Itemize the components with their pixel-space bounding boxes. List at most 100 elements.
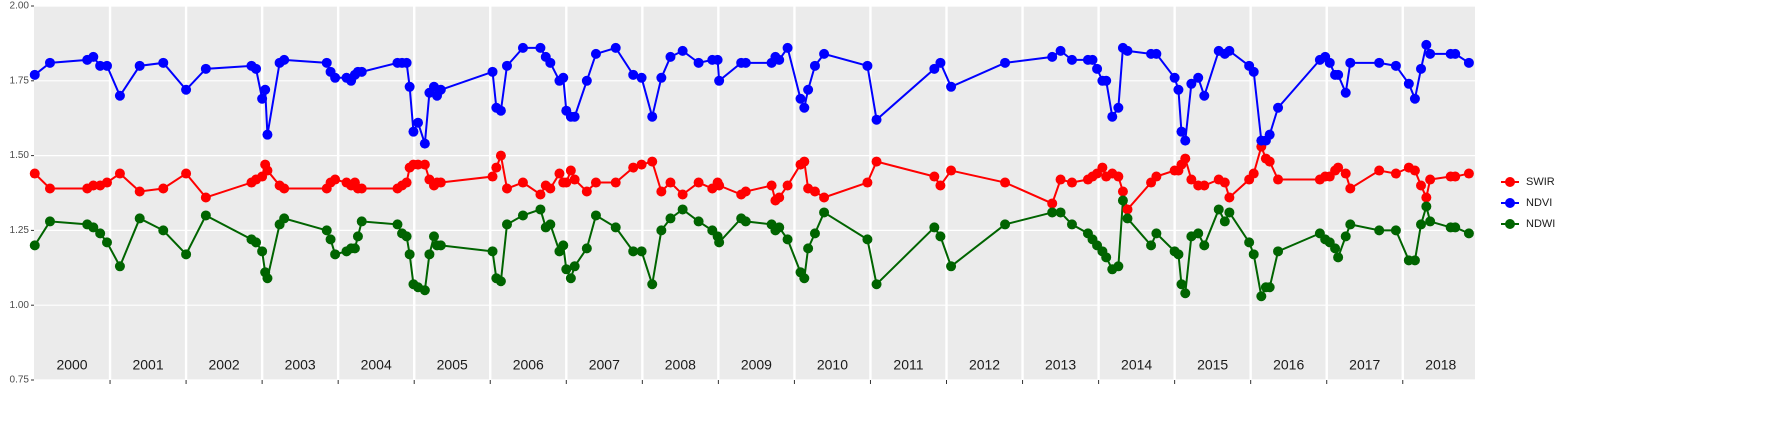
data-point bbox=[114, 168, 125, 179]
data-point bbox=[435, 240, 446, 251]
legend-label: NDVI bbox=[1526, 197, 1552, 209]
data-point bbox=[401, 177, 412, 188]
data-point bbox=[1425, 48, 1436, 59]
data-point bbox=[251, 63, 262, 74]
year-label: 2017 bbox=[1349, 357, 1380, 373]
data-point bbox=[1097, 162, 1108, 173]
data-point bbox=[628, 69, 639, 80]
year-label: 2004 bbox=[361, 357, 392, 373]
data-point bbox=[1374, 57, 1385, 68]
data-point bbox=[535, 42, 546, 53]
data-point bbox=[419, 285, 430, 296]
data-point bbox=[929, 222, 940, 233]
data-point bbox=[628, 246, 639, 257]
data-point bbox=[1113, 261, 1124, 272]
data-point bbox=[929, 171, 940, 182]
data-point bbox=[1333, 162, 1344, 173]
data-point bbox=[102, 237, 113, 248]
data-point bbox=[665, 213, 676, 224]
data-point bbox=[1151, 228, 1162, 239]
year-label: 2007 bbox=[589, 357, 620, 373]
data-point bbox=[279, 183, 290, 194]
data-point bbox=[1403, 78, 1414, 89]
data-point bbox=[1340, 231, 1351, 242]
legend-marker bbox=[1505, 198, 1515, 208]
data-point bbox=[610, 42, 621, 53]
data-point bbox=[181, 84, 192, 95]
data-point bbox=[1122, 45, 1133, 56]
legend-marker bbox=[1505, 177, 1515, 187]
data-point bbox=[799, 156, 810, 167]
data-point bbox=[1055, 207, 1066, 218]
y-tick-label: 0.75 bbox=[10, 375, 30, 386]
data-point bbox=[257, 246, 268, 257]
data-point bbox=[44, 216, 55, 227]
data-point bbox=[95, 228, 106, 239]
data-point bbox=[95, 60, 106, 71]
data-point bbox=[408, 126, 419, 137]
data-point bbox=[102, 60, 113, 71]
data-point bbox=[535, 189, 546, 200]
data-point bbox=[935, 231, 946, 242]
data-point bbox=[590, 177, 601, 188]
data-point bbox=[569, 111, 580, 122]
data-point bbox=[545, 57, 556, 68]
data-point bbox=[545, 183, 556, 194]
data-point bbox=[88, 222, 99, 233]
data-point bbox=[809, 228, 820, 239]
data-point bbox=[740, 216, 751, 227]
data-point bbox=[487, 66, 498, 77]
data-point bbox=[656, 225, 667, 236]
data-point bbox=[1425, 216, 1436, 227]
data-point bbox=[774, 222, 785, 233]
year-label: 2000 bbox=[56, 357, 87, 373]
year-label: 2002 bbox=[209, 357, 240, 373]
data-point bbox=[29, 168, 40, 179]
data-point bbox=[581, 75, 592, 86]
data-point bbox=[1180, 135, 1191, 146]
data-point bbox=[677, 204, 688, 215]
data-point bbox=[251, 237, 262, 248]
data-point bbox=[862, 177, 873, 188]
year-label: 2014 bbox=[1121, 357, 1152, 373]
data-point bbox=[1248, 168, 1259, 179]
data-point bbox=[740, 186, 751, 197]
data-point bbox=[782, 180, 793, 191]
data-point bbox=[1047, 198, 1058, 209]
data-point bbox=[1463, 57, 1474, 68]
data-point bbox=[158, 225, 169, 236]
data-point bbox=[1450, 222, 1461, 233]
data-point bbox=[401, 231, 412, 242]
data-point bbox=[581, 186, 592, 197]
data-point bbox=[413, 159, 424, 170]
data-point bbox=[636, 246, 647, 257]
y-tick-label: 1.50 bbox=[10, 150, 30, 161]
data-point bbox=[517, 210, 528, 221]
data-point bbox=[545, 219, 556, 230]
data-point bbox=[349, 243, 360, 254]
data-point bbox=[1324, 57, 1335, 68]
data-point bbox=[561, 264, 572, 275]
data-point bbox=[1199, 240, 1210, 251]
data-point bbox=[647, 156, 658, 167]
data-point bbox=[693, 216, 704, 227]
data-point bbox=[647, 279, 658, 290]
data-point bbox=[554, 168, 565, 179]
data-point bbox=[279, 213, 290, 224]
data-point bbox=[330, 249, 341, 260]
data-point bbox=[647, 111, 658, 122]
data-point bbox=[257, 93, 268, 104]
data-point bbox=[1066, 177, 1077, 188]
data-point bbox=[501, 60, 512, 71]
data-point bbox=[356, 66, 367, 77]
year-label: 2003 bbox=[285, 357, 316, 373]
data-point bbox=[677, 189, 688, 200]
data-point bbox=[404, 249, 415, 260]
data-point bbox=[610, 222, 621, 233]
data-point bbox=[321, 57, 332, 68]
data-point bbox=[134, 213, 145, 224]
data-point bbox=[1333, 69, 1344, 80]
data-point bbox=[799, 273, 810, 284]
data-point bbox=[424, 249, 435, 260]
data-point bbox=[935, 180, 946, 191]
